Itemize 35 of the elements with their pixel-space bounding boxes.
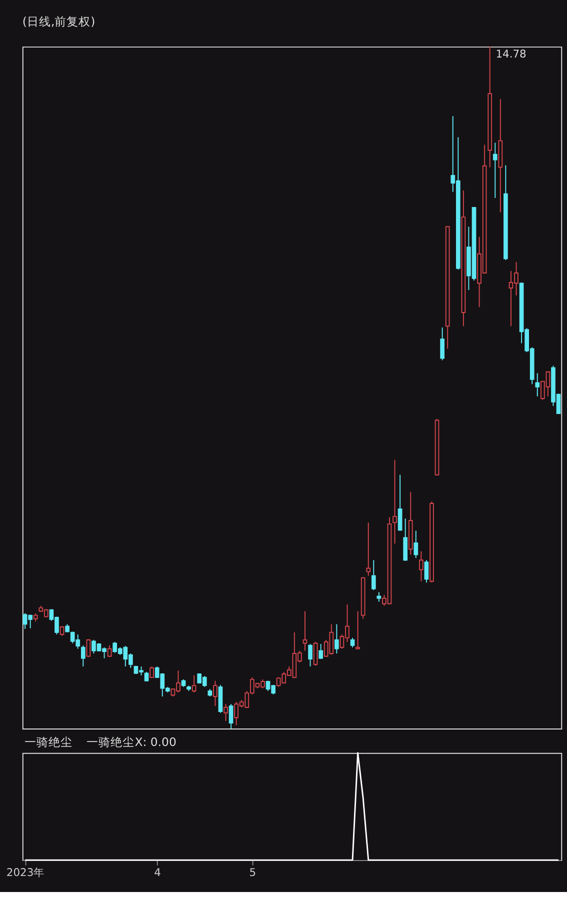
annotation: 14.78 — [496, 47, 527, 60]
candlestick — [308, 643, 312, 667]
candlestick — [492, 142, 498, 198]
candlestick — [419, 550, 424, 582]
candlestick — [192, 674, 196, 693]
candlestick — [228, 703, 234, 730]
candlestick — [60, 626, 64, 636]
candlestick — [376, 592, 382, 602]
candlestick — [398, 474, 402, 532]
candlestick — [535, 372, 540, 397]
candlestick — [424, 560, 429, 584]
candlestick — [80, 644, 86, 667]
candlestick — [302, 610, 308, 652]
candlestick — [213, 680, 218, 707]
candlestick — [318, 643, 324, 660]
candlestick — [224, 703, 228, 722]
candlestick — [334, 624, 339, 654]
candlestick — [107, 644, 112, 658]
chart-title: 一骑绝尘 — [24, 735, 72, 750]
candlestick — [371, 560, 376, 591]
candlestick — [313, 641, 318, 666]
candlestick — [366, 522, 371, 576]
x-tick-label: 2023年 — [6, 866, 45, 880]
chart-title: (日线,前复权) — [22, 14, 96, 29]
candlestick — [144, 671, 149, 682]
candlestick — [356, 610, 360, 650]
candlestick — [350, 637, 355, 648]
candlestick — [403, 518, 408, 562]
candlestick — [86, 638, 91, 658]
candlestick — [414, 530, 418, 559]
text: 一骑绝尘X: 0.00 — [86, 735, 176, 750]
x-tick-label: 4 — [154, 866, 162, 880]
x-tick-label: 5 — [249, 866, 256, 880]
candlestick — [392, 459, 397, 544]
candlestick — [440, 327, 444, 361]
